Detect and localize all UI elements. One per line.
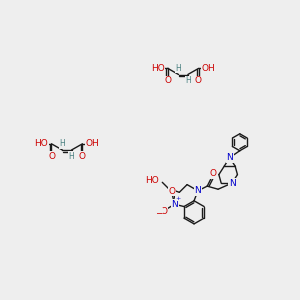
- Text: OH: OH: [202, 64, 216, 73]
- Text: H: H: [69, 152, 74, 160]
- Text: O: O: [194, 76, 201, 85]
- Text: HO: HO: [34, 139, 48, 148]
- Text: O: O: [160, 207, 167, 216]
- Text: O: O: [165, 76, 172, 85]
- Text: O: O: [49, 152, 56, 160]
- Text: HO: HO: [151, 64, 164, 73]
- Text: N: N: [171, 200, 178, 209]
- Text: O: O: [169, 187, 176, 196]
- Text: H: H: [59, 139, 65, 148]
- Text: N: N: [226, 153, 233, 162]
- Text: HO: HO: [145, 176, 158, 185]
- Text: H: H: [185, 76, 191, 85]
- Text: OH: OH: [86, 139, 99, 148]
- Text: N: N: [229, 178, 236, 188]
- Text: −: −: [155, 208, 163, 217]
- Text: +: +: [175, 196, 180, 201]
- Text: O: O: [210, 169, 217, 178]
- Text: O: O: [78, 152, 85, 160]
- Text: N: N: [195, 186, 201, 195]
- Text: H: H: [176, 64, 182, 73]
